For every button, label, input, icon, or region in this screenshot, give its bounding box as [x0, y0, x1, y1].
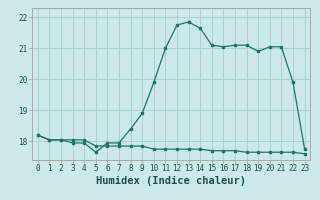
X-axis label: Humidex (Indice chaleur): Humidex (Indice chaleur): [96, 176, 246, 186]
